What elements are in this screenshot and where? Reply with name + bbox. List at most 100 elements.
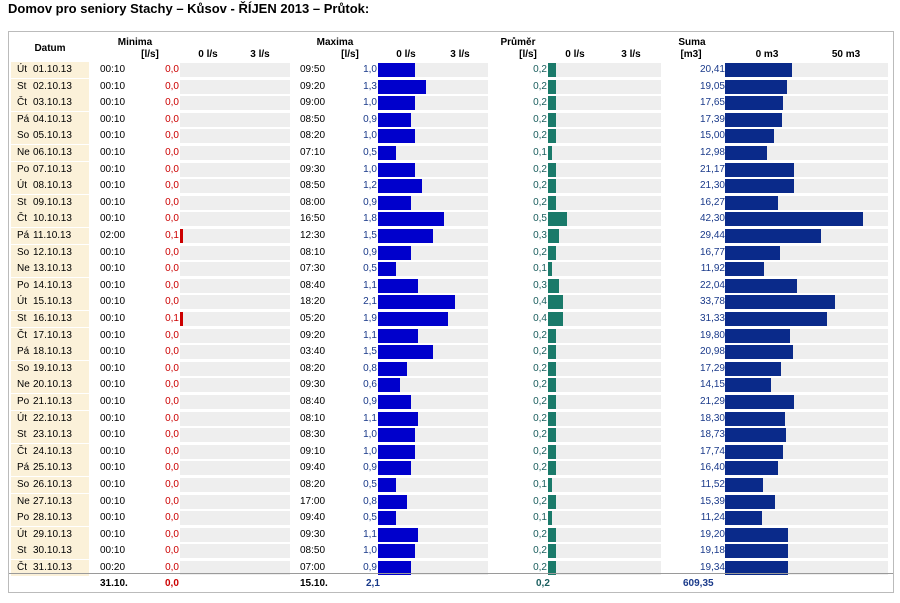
sum-value: 21,30 bbox=[699, 180, 725, 191]
min-value: 0,0 bbox=[165, 197, 179, 208]
max-value: 1,0 bbox=[363, 97, 377, 108]
date-cell-bg bbox=[11, 245, 89, 261]
suma-bar bbox=[725, 113, 782, 127]
max-value: 1,1 bbox=[363, 529, 377, 540]
min-time: 00:10 bbox=[100, 296, 126, 307]
max-value: 0,9 bbox=[363, 197, 377, 208]
prumer-bar bbox=[548, 478, 552, 492]
avg-value: 0,2 bbox=[533, 462, 547, 473]
date-cell-bg bbox=[11, 494, 89, 510]
day-label: Po bbox=[17, 164, 30, 175]
avg-value: 0,1 bbox=[533, 147, 547, 158]
minima-track bbox=[180, 63, 290, 77]
minima-track bbox=[180, 129, 290, 143]
date-cell-bg bbox=[11, 95, 89, 111]
min-time: 00:10 bbox=[100, 147, 126, 158]
date-label: 23.10.13 bbox=[33, 429, 72, 440]
day-label: Út bbox=[17, 413, 27, 424]
sum-value: 20,41 bbox=[699, 64, 725, 75]
min-value: 0,0 bbox=[165, 97, 179, 108]
sum-value: 12,98 bbox=[699, 147, 725, 158]
minima-scale-min: 0 l/s bbox=[198, 49, 218, 60]
suma-scale-max: 50 m3 bbox=[831, 49, 861, 60]
day-label: Čt bbox=[17, 330, 27, 341]
date-cell-bg bbox=[11, 62, 89, 78]
day-label: Po bbox=[17, 396, 30, 407]
min-value: 0,0 bbox=[165, 247, 179, 258]
sum-value: 31,33 bbox=[699, 313, 725, 324]
date-label: 17.10.13 bbox=[33, 330, 72, 341]
footer-min-value: 0,0 bbox=[165, 578, 179, 589]
max-time: 09:00 bbox=[300, 97, 326, 108]
day-label: Po bbox=[17, 280, 30, 291]
max-value: 1,0 bbox=[363, 130, 377, 141]
suma-bar bbox=[725, 428, 787, 442]
min-time: 00:10 bbox=[100, 247, 126, 258]
max-time: 03:40 bbox=[300, 346, 326, 357]
sum-value: 11,92 bbox=[700, 263, 725, 274]
prumer-track bbox=[548, 428, 661, 442]
date-label: 29.10.13 bbox=[33, 529, 72, 540]
max-value: 1,0 bbox=[363, 164, 377, 175]
maxima-track bbox=[378, 478, 488, 492]
prumer-track bbox=[548, 478, 661, 492]
maxima-bar bbox=[378, 528, 419, 542]
prumer-bar bbox=[548, 80, 556, 94]
day-label: Út bbox=[17, 296, 27, 307]
suma-bar bbox=[725, 212, 863, 226]
sum-value: 17,65 bbox=[699, 97, 725, 108]
min-time: 00:10 bbox=[100, 496, 126, 507]
suma-bar bbox=[725, 362, 782, 376]
prumer-track bbox=[548, 146, 661, 160]
max-value: 1,1 bbox=[363, 413, 377, 424]
header-maxima: Maxima bbox=[316, 37, 354, 48]
maxima-bar bbox=[378, 561, 411, 575]
max-time: 09:50 bbox=[300, 64, 326, 75]
prumer-track bbox=[548, 395, 661, 409]
date-label: 30.10.13 bbox=[33, 545, 72, 556]
avg-value: 0,2 bbox=[533, 97, 547, 108]
suma-bar bbox=[725, 196, 779, 210]
max-time: 07:00 bbox=[300, 562, 326, 573]
avg-value: 0,2 bbox=[533, 446, 547, 457]
minima-track bbox=[180, 561, 290, 575]
min-value: 0,1 bbox=[165, 230, 179, 241]
max-time: 08:10 bbox=[300, 247, 326, 258]
min-time: 00:10 bbox=[100, 213, 126, 224]
min-value: 0,0 bbox=[165, 512, 179, 523]
min-time: 00:10 bbox=[100, 462, 126, 473]
header-suma: Suma bbox=[678, 37, 706, 48]
max-value: 0,8 bbox=[363, 496, 377, 507]
minima-track bbox=[180, 246, 290, 260]
min-value: 0,0 bbox=[165, 296, 179, 307]
avg-value: 0,2 bbox=[533, 545, 547, 556]
prumer-bar bbox=[548, 179, 556, 193]
day-label: Pá bbox=[17, 462, 30, 473]
suma-bar bbox=[725, 345, 794, 359]
date-cell-bg bbox=[11, 460, 89, 476]
min-time: 00:10 bbox=[100, 97, 126, 108]
maxima-track bbox=[378, 146, 488, 160]
min-time: 00:10 bbox=[100, 396, 126, 407]
sum-value: 16,40 bbox=[699, 462, 725, 473]
day-label: Út bbox=[17, 64, 27, 75]
prumer-track bbox=[548, 229, 661, 243]
sum-value: 19,05 bbox=[699, 81, 725, 92]
date-label: 06.10.13 bbox=[33, 147, 72, 158]
avg-value: 0,2 bbox=[533, 396, 547, 407]
maxima-bar bbox=[378, 312, 448, 326]
suma-bar bbox=[725, 528, 788, 542]
minima-track bbox=[180, 229, 290, 243]
max-time: 18:20 bbox=[300, 296, 326, 307]
sum-value: 19,18 bbox=[699, 545, 725, 556]
suma-scale-min: 0 m3 bbox=[755, 49, 779, 60]
max-time: 09:30 bbox=[300, 529, 326, 540]
avg-value: 0,2 bbox=[533, 130, 547, 141]
suma-bar bbox=[725, 395, 795, 409]
date-cell-bg bbox=[11, 278, 89, 294]
prumer-bar bbox=[548, 495, 556, 509]
min-value: 0,1 bbox=[165, 313, 179, 324]
date-cell-bg bbox=[11, 477, 89, 493]
date-cell-bg bbox=[11, 128, 89, 144]
minima-track bbox=[180, 511, 290, 525]
